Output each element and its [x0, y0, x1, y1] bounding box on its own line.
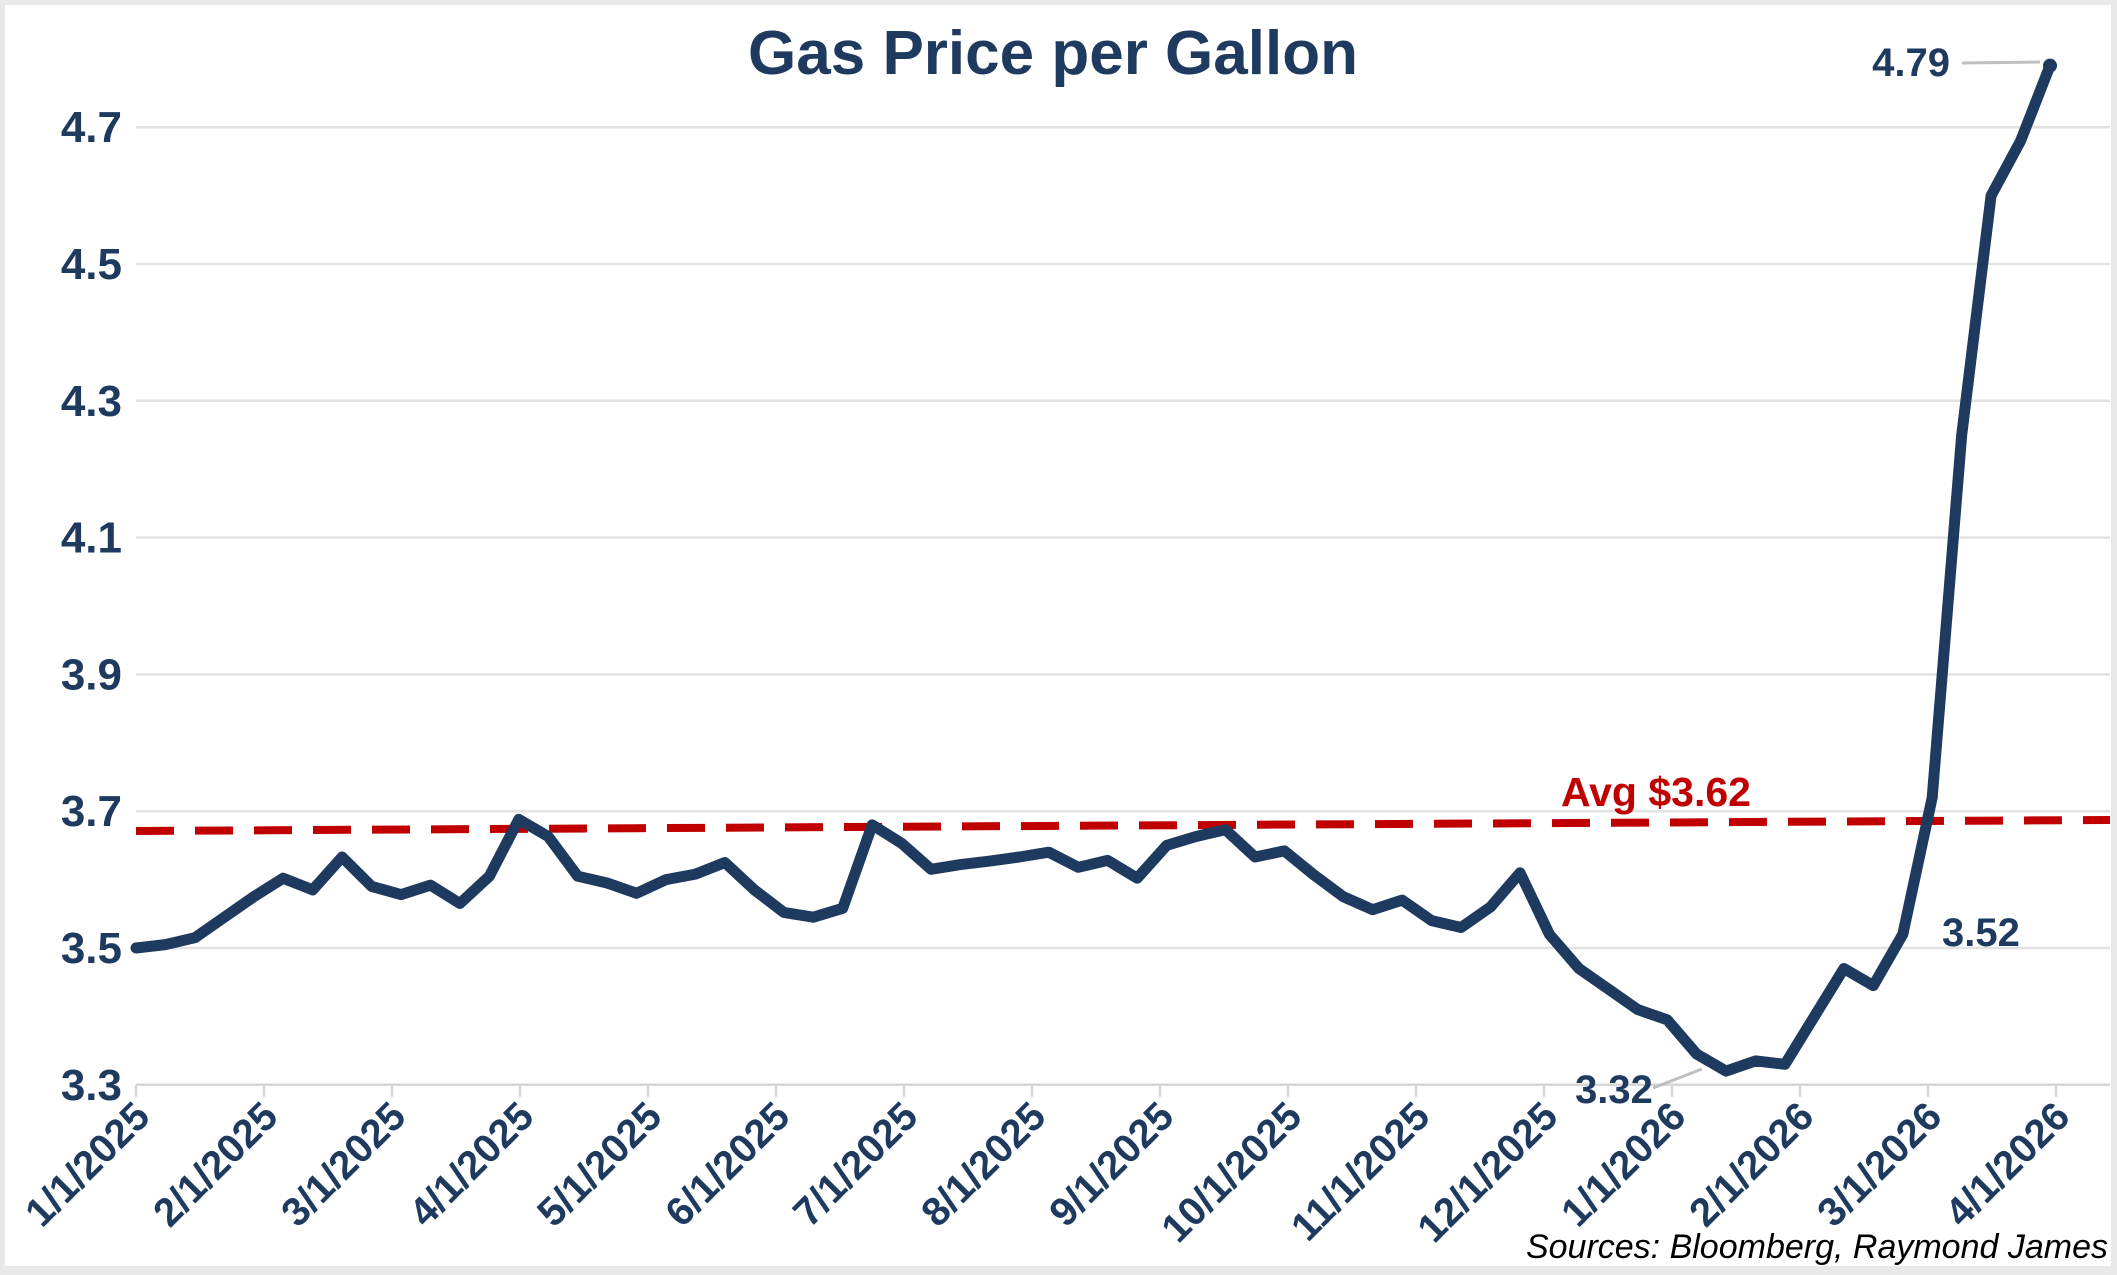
- average-line-label: Avg $3.62: [1561, 769, 1751, 815]
- x-tick-label: 4/1/2025: [401, 1094, 542, 1235]
- y-tick-label: 4.7: [61, 103, 122, 152]
- x-tick-label: 2/1/2025: [145, 1094, 286, 1235]
- chart-title: Gas Price per Gallon: [748, 19, 1358, 88]
- frame-bottom: [0, 1266, 2117, 1275]
- sources-note: Sources: Bloomberg, Raymond James: [1526, 1228, 2108, 1266]
- y-tick-label: 3.7: [61, 787, 122, 836]
- min-value-annotation: 3.32: [1575, 1068, 1653, 1112]
- y-tick-label: 3.9: [61, 650, 122, 699]
- y-tick-label: 4.1: [61, 514, 122, 563]
- frame-right: [2111, 0, 2117, 1275]
- x-tick-label: 3/1/2025: [273, 1094, 414, 1235]
- x-tick-label: 3/1/2026: [1809, 1094, 1950, 1235]
- price-line-end-dot: [2043, 58, 2057, 73]
- x-tick-label: 1/1/2025: [17, 1094, 158, 1235]
- x-tick-label: 2/1/2026: [1681, 1094, 1822, 1235]
- x-tick-label: 7/1/2025: [785, 1094, 926, 1235]
- grid-layer: [136, 125, 2110, 1087]
- x-tick-label: 6/1/2025: [657, 1094, 798, 1235]
- max-value-annotation: 4.79: [1872, 41, 1950, 85]
- x-tick-label: 10/1/2025: [1153, 1094, 1310, 1251]
- average-dashed-line: [135, 816, 2111, 835]
- frame-left: [0, 0, 5, 1275]
- min-annotation-leader-line: [1652, 1067, 1703, 1090]
- series-layer: [130, 58, 2057, 1077]
- x-tick-label: 1/1/2026: [1553, 1094, 1694, 1235]
- pre-spike-value-annotation: 3.52: [1942, 911, 2020, 955]
- y-axis-labels: 3.3 3.5 3.7 3.9 4.1 4.3 4.5 4.7: [61, 103, 122, 1110]
- frame-top: [0, 0, 2117, 5]
- max-annotation-leader-line: [1961, 60, 2041, 65]
- x-axis: [134, 1083, 2110, 1097]
- x-tick-label: 8/1/2025: [913, 1094, 1054, 1235]
- price-line: [130, 60, 2056, 1077]
- y-tick-label: 4.3: [61, 377, 122, 426]
- y-tick-label: 3.3: [61, 1061, 122, 1110]
- x-tick-label: 5/1/2025: [529, 1094, 670, 1235]
- x-tick-label: 4/1/2026: [1937, 1094, 2078, 1235]
- y-tick-label: 3.5: [61, 924, 122, 973]
- y-tick-label: 4.5: [61, 240, 122, 289]
